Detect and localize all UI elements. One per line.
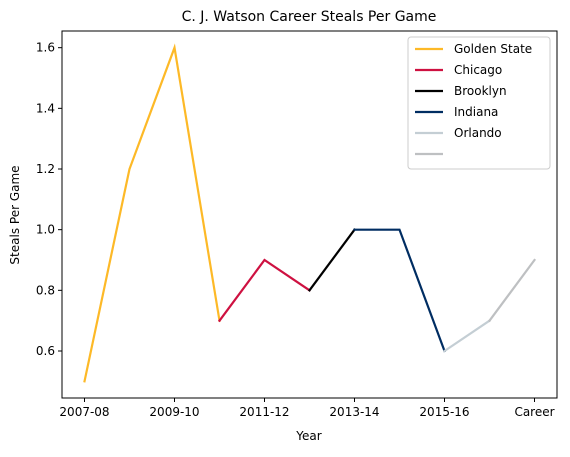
series-line-unlabeled: [487, 258, 537, 323]
y-axis-label: Steals Per Game: [8, 165, 22, 264]
series-line-orlando: [442, 319, 492, 353]
legend-label: Golden State: [454, 42, 532, 56]
x-tick-label: 2009-10: [149, 405, 199, 419]
y-tick-label: 0.8: [36, 283, 55, 297]
y-tick-label: 1.2: [36, 162, 55, 176]
series-line-golden-state: [83, 43, 221, 383]
legend-label: Chicago: [454, 63, 502, 77]
x-tick-label: 2013-14: [329, 405, 379, 419]
series-line-chicago: [217, 258, 312, 323]
x-tick-label: Career: [514, 405, 554, 419]
legend: Golden State Chicago Brooklyn Indiana Orland…: [407, 36, 551, 170]
axes-frame: [61, 30, 558, 399]
legend-label: Indiana: [454, 105, 498, 119]
legend-label: Brooklyn: [454, 84, 507, 98]
series-line-brooklyn: [307, 228, 357, 292]
plot-area: 2007-08 2009-10 2011-12 2013-14 2015-16 Caree…: [36, 30, 558, 419]
legend-label: Orlando: [454, 126, 502, 140]
legend-box: [407, 36, 551, 170]
x-tick-label: 2007-08: [59, 405, 109, 419]
y-tick-label: 0.6: [36, 344, 55, 358]
x-tick-label: 2015-16: [419, 405, 469, 419]
x-axis-label: Year: [295, 429, 321, 443]
chart-title: C. J. Watson Career Steals Per Game: [182, 9, 437, 25]
x-tick-label: 2011-12: [239, 405, 289, 419]
series-line-indiana: [353, 228, 446, 353]
y-tick-label: 1.0: [36, 223, 55, 237]
y-tick-label: 1.6: [36, 41, 55, 55]
y-tick-label: 1.4: [36, 101, 55, 115]
